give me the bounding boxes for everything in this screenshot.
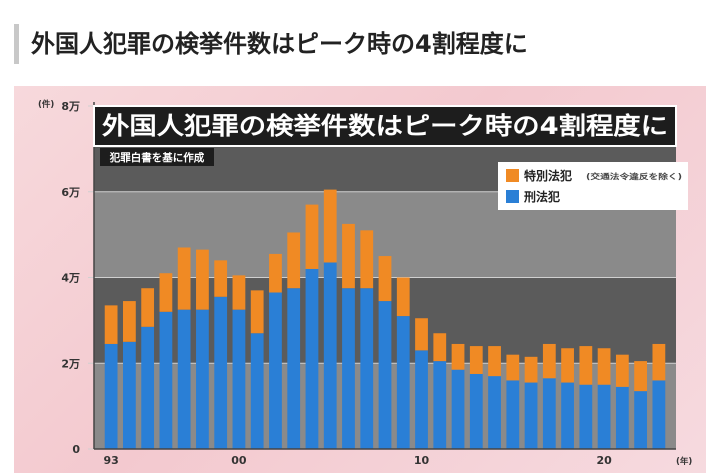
x-tick-label: 00 bbox=[231, 454, 247, 467]
chart-subtitle: 犯罪白書を基に作成 bbox=[109, 151, 205, 164]
bar-penal bbox=[122, 341, 136, 449]
x-tick-label: 93 bbox=[103, 454, 118, 467]
bar-special bbox=[159, 273, 173, 312]
bar-special bbox=[506, 354, 520, 381]
x-axis: 93 00 10 20 bbox=[94, 448, 676, 467]
bar-special bbox=[104, 305, 118, 344]
legend-box bbox=[498, 162, 688, 210]
bar-special bbox=[122, 301, 136, 342]
chart-title: 外国人犯罪の検挙件数はピーク時の4割程度に bbox=[102, 112, 668, 140]
y-tick-label: 2万 bbox=[61, 357, 80, 370]
bar-penal bbox=[652, 380, 666, 449]
bar-special bbox=[269, 253, 282, 293]
bar-special bbox=[469, 346, 483, 374]
bar-special bbox=[415, 318, 428, 351]
bar-penal bbox=[488, 376, 501, 449]
y-axis: 0 2万 4万 6万 8万 bbox=[61, 100, 95, 456]
article-heading: 外国人犯罪の検挙件数はピーク時の4割程度に bbox=[14, 24, 528, 64]
bar-special bbox=[615, 354, 629, 387]
legend-label-special: 特別法犯 bbox=[524, 168, 572, 183]
bar-penal bbox=[597, 384, 611, 449]
bar-special bbox=[652, 343, 666, 381]
bar-penal bbox=[159, 311, 173, 449]
bar-penal bbox=[542, 378, 556, 449]
bar-special bbox=[342, 223, 355, 289]
bar-penal bbox=[323, 262, 337, 449]
bar-special bbox=[323, 189, 337, 263]
bar-special bbox=[634, 361, 648, 392]
bar-special bbox=[597, 348, 611, 385]
bar-penal bbox=[615, 386, 629, 449]
y-tick-label: 4万 bbox=[61, 272, 80, 285]
bar-special bbox=[360, 230, 374, 289]
bar-penal bbox=[415, 350, 428, 449]
bar-penal bbox=[342, 288, 355, 449]
y-tick-label: 6万 bbox=[61, 186, 80, 199]
legend-label-penal: 刑法犯 bbox=[524, 189, 560, 204]
bar-special bbox=[214, 260, 228, 297]
bar-penal bbox=[360, 288, 374, 449]
bar-penal bbox=[579, 384, 593, 449]
bar-penal bbox=[561, 382, 574, 449]
bar-special bbox=[524, 356, 538, 383]
bar-special bbox=[287, 232, 301, 289]
stacked-bar-chart: 0 2万 4万 6万 8万 93 00 10 20 外国人犯罪の検挙件数はピーク時の4割程度に… bbox=[38, 99, 692, 467]
x-tick-label: 20 bbox=[596, 454, 612, 467]
bar-penal bbox=[433, 361, 447, 449]
bar-special bbox=[579, 346, 593, 385]
bar-penal bbox=[196, 309, 209, 449]
bar-penal bbox=[524, 382, 538, 449]
legend-swatch-penal bbox=[506, 190, 519, 203]
subtitle-box bbox=[100, 148, 214, 166]
bar-special bbox=[232, 275, 246, 310]
bar-penal bbox=[287, 288, 301, 449]
y-tick-label: 8万 bbox=[61, 100, 80, 113]
bar-special bbox=[396, 277, 410, 317]
bars bbox=[104, 189, 666, 449]
bar-special bbox=[542, 343, 556, 379]
bar-penal bbox=[177, 309, 191, 449]
title-banner bbox=[93, 105, 677, 147]
chart-frame: 0 2万 4万 6万 8万 93 00 10 20 外国人犯罪の検挙件数はピーク時の4割程度に… bbox=[14, 86, 706, 473]
bar-special bbox=[561, 348, 574, 383]
legend: 特別法犯 (交通法令違反を除く) 刑法犯 bbox=[498, 162, 688, 210]
bar-special bbox=[488, 346, 501, 377]
bar-special bbox=[250, 290, 264, 334]
legend-note-special: (交通法令違反を除く) bbox=[586, 171, 682, 181]
bar-penal bbox=[250, 333, 264, 449]
x-tick-label: 10 bbox=[414, 454, 430, 467]
bar-special bbox=[141, 288, 155, 327]
bar-penal bbox=[214, 296, 228, 449]
legend-swatch-special bbox=[506, 169, 519, 182]
bar-special bbox=[196, 249, 209, 310]
y-unit-label: (件) bbox=[38, 99, 54, 110]
x-unit-label: (年) bbox=[676, 456, 692, 467]
bar-penal bbox=[104, 343, 118, 449]
bar-special bbox=[177, 247, 191, 310]
bar-special bbox=[305, 204, 319, 269]
y-tick-label: 0 bbox=[72, 443, 80, 456]
bar-penal bbox=[506, 380, 520, 449]
bar-penal bbox=[141, 326, 155, 449]
bar-special bbox=[378, 256, 392, 302]
bar-penal bbox=[269, 292, 282, 449]
bar-penal bbox=[305, 268, 319, 449]
bar-penal bbox=[634, 391, 648, 449]
bar-penal bbox=[232, 309, 246, 449]
bar-penal bbox=[396, 316, 410, 449]
bar-penal bbox=[378, 301, 392, 449]
bar-special bbox=[433, 333, 447, 362]
bar-special bbox=[451, 343, 465, 370]
bar-penal bbox=[451, 369, 465, 449]
bar-penal bbox=[469, 373, 483, 449]
